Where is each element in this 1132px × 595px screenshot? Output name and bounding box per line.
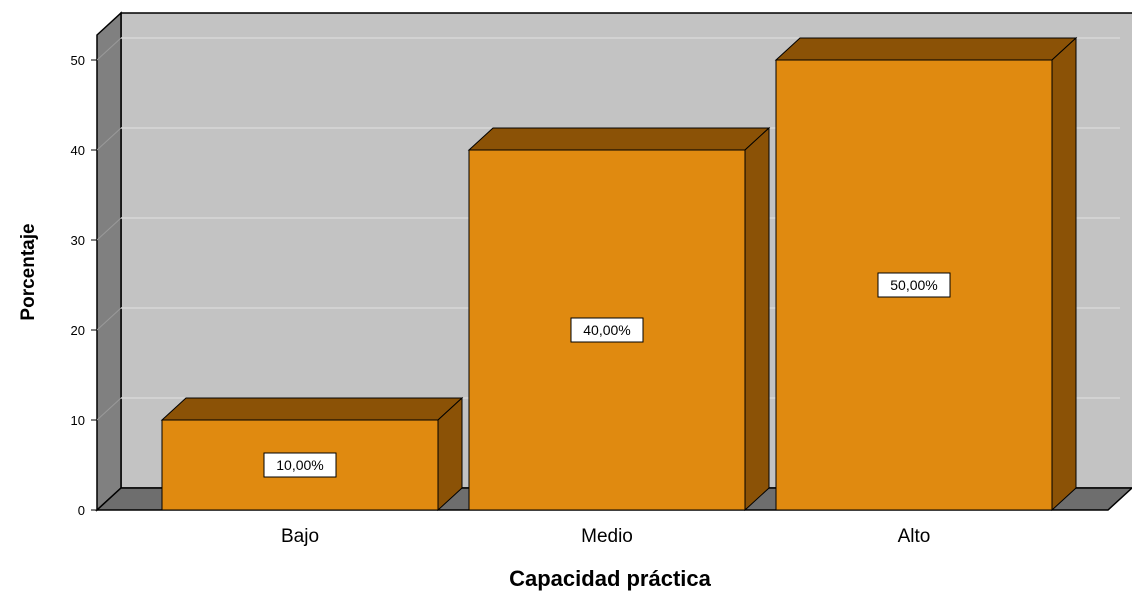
x-axis-ticks: Bajo Medio Alto <box>281 526 930 547</box>
x-tick-label: Bajo <box>281 526 319 547</box>
bar-top <box>160 397 464 421</box>
data-labels: 10,00% 40,00% 50,00% <box>263 272 951 478</box>
bar-side <box>744 126 770 512</box>
x-tick-label: Alto <box>898 526 931 547</box>
data-label: 40,00% <box>570 317 644 343</box>
data-label: 10,00% <box>263 452 337 478</box>
bar-bajo <box>160 396 464 512</box>
y-axis-title: Porcentaje <box>18 223 39 320</box>
gridline-side <box>96 397 122 421</box>
y-tick-label: 0 <box>78 503 85 518</box>
gridline-side <box>96 37 122 61</box>
data-label: 50,00% <box>877 272 951 298</box>
x-axis-title: Capacidad práctica <box>509 566 712 591</box>
y-axis-ticks: 0 10 20 30 40 50 <box>71 53 97 518</box>
bar-side <box>1051 36 1077 512</box>
data-label-box <box>877 272 951 298</box>
gridline-side <box>96 217 122 241</box>
side-wall <box>96 11 122 512</box>
y-tick-label: 50 <box>71 53 85 68</box>
bar-side <box>437 396 463 512</box>
data-label-box <box>570 317 644 343</box>
data-label-box <box>263 452 337 478</box>
bar-top <box>774 37 1078 61</box>
data-label-text: 50,00% <box>890 277 937 293</box>
x-tick-label: Medio <box>581 526 633 547</box>
y-tick-label: 40 <box>71 143 85 158</box>
bar-top <box>467 127 771 151</box>
y-tick-label: 30 <box>71 233 85 248</box>
y-tick-label: 10 <box>71 413 85 428</box>
gridline-side <box>96 307 122 331</box>
data-label-text: 40,00% <box>583 322 630 338</box>
data-label-text: 10,00% <box>276 457 323 473</box>
y-tick-label: 20 <box>71 323 85 338</box>
gridline-side <box>96 127 122 151</box>
